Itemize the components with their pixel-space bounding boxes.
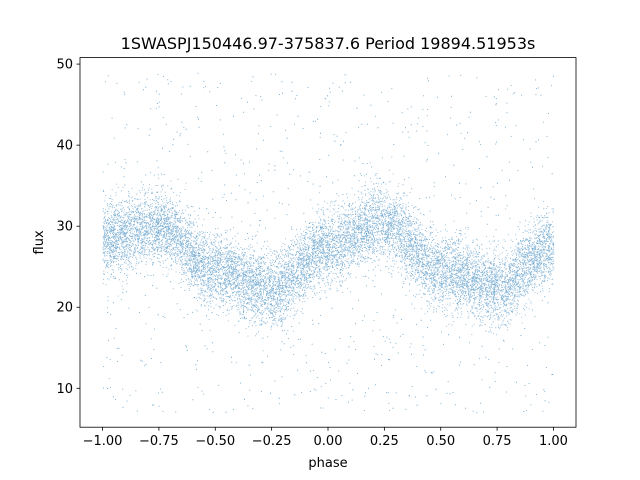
y-tick-label: 10 bbox=[56, 382, 73, 397]
x-tick-label: −1.00 bbox=[83, 434, 123, 449]
scatter-band-points bbox=[102, 156, 555, 364]
y-tick-label: 50 bbox=[56, 58, 73, 73]
x-tick-label: −0.75 bbox=[139, 434, 179, 449]
chart-title: 1SWASPJ150446.97-375837.6 Period 19894.5… bbox=[121, 34, 536, 53]
y-axis-label: flux bbox=[32, 230, 47, 254]
x-axis-label: phase bbox=[308, 456, 347, 471]
x-tick-label: 0.25 bbox=[370, 434, 399, 449]
y-tick-label: 20 bbox=[56, 301, 73, 316]
y-tick-label: 30 bbox=[56, 220, 73, 235]
x-tick-label: −0.25 bbox=[252, 434, 292, 449]
x-tick-label: 1.00 bbox=[539, 434, 568, 449]
x-axis: −1.00 −0.75 −0.50 −0.25 0.00 0.25 0.50 0.75 1.00 bbox=[83, 427, 568, 449]
scatter-points bbox=[102, 72, 555, 414]
y-tick-label: 40 bbox=[56, 139, 73, 154]
y-axis: 10 20 30 40 50 bbox=[56, 58, 80, 397]
x-tick-label: −0.50 bbox=[195, 434, 235, 449]
x-tick-label: 0.50 bbox=[426, 434, 455, 449]
x-tick-label: 0.00 bbox=[314, 434, 343, 449]
x-tick-label: 0.75 bbox=[483, 434, 512, 449]
